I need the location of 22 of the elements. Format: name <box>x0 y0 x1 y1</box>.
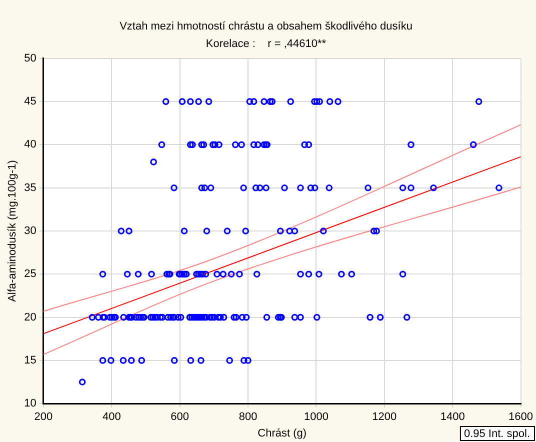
y-tick-label: 35 <box>24 182 36 194</box>
x-tick-label: 1600 <box>508 411 534 424</box>
x-tick-label: 600 <box>170 411 189 424</box>
x-axis-title: Chrást (g) <box>258 427 307 440</box>
y-tick-label: 20 <box>24 311 36 324</box>
y-tick-label: 50 <box>24 52 36 64</box>
x-tick-label: 1000 <box>304 411 328 424</box>
x-tick-label: 1400 <box>440 411 465 424</box>
chart-subtitle: Korelace : r = ,44610** <box>206 38 327 50</box>
y-tick-label: 40 <box>24 138 36 151</box>
x-tick-label: 800 <box>238 411 258 424</box>
y-tick-label: 45 <box>24 96 36 108</box>
y-tick-label: 15 <box>24 354 36 366</box>
y-tick-label: 30 <box>24 225 36 238</box>
x-tick-label: 400 <box>102 411 121 424</box>
text: 0.95 Int. spol. <box>464 428 530 440</box>
x-tick-label: 200 <box>34 411 53 424</box>
x-tick-label: 1200 <box>372 411 397 424</box>
chart-title: Vztah mezi hmotností chrástu a obsahem škodlivého dusíku <box>120 20 412 33</box>
y-tick-label: 25 <box>24 268 36 280</box>
y-axis-title: Alfa-aminodusík (mg.100g-1) <box>6 160 19 302</box>
y-tick-label: 10 <box>24 398 36 410</box>
